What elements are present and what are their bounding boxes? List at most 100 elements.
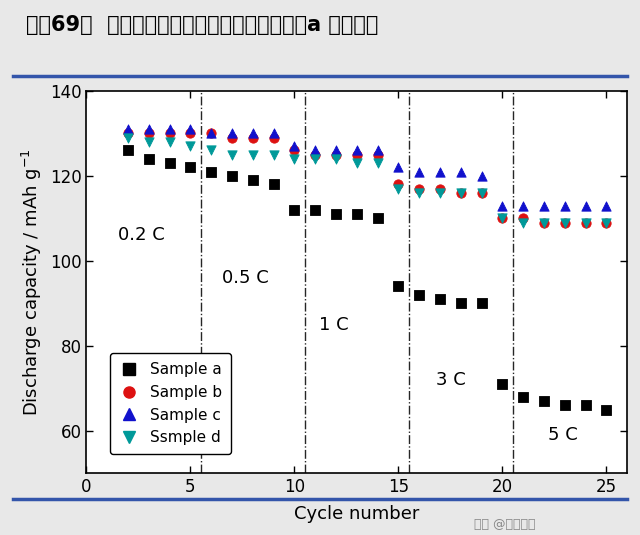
Point (144, 129, 154, 137)
Point (435, 167, 445, 176)
Point (186, 142, 196, 150)
Point (206, 146, 216, 155)
Point (331, 146, 341, 155)
Point (144, 137, 154, 146)
Point (227, 129, 237, 137)
Point (289, 155, 300, 163)
Point (497, 214, 508, 223)
Point (352, 210, 362, 218)
Point (248, 150, 258, 159)
Point (394, 163, 404, 172)
Point (477, 299, 487, 308)
Point (560, 401, 570, 410)
Point (310, 205, 321, 214)
Point (289, 146, 300, 155)
Point (539, 201, 549, 210)
Point (144, 125, 154, 133)
Point (414, 291, 424, 299)
Point (372, 150, 383, 159)
Point (518, 393, 529, 401)
Point (123, 133, 133, 142)
Point (206, 129, 216, 137)
Point (269, 180, 279, 189)
Point (164, 125, 175, 133)
X-axis label: Cycle number: Cycle number (294, 505, 419, 523)
Text: 头条 @未来智库: 头条 @未来智库 (474, 518, 535, 531)
Point (269, 129, 279, 137)
Point (144, 155, 154, 163)
Point (310, 150, 321, 159)
Point (331, 150, 341, 159)
Point (186, 163, 196, 172)
Point (518, 214, 529, 223)
Point (602, 218, 612, 227)
Point (539, 218, 549, 227)
Point (497, 201, 508, 210)
Point (560, 201, 570, 210)
Point (394, 282, 404, 291)
Point (269, 133, 279, 142)
Point (372, 159, 383, 167)
Point (560, 218, 570, 227)
Point (164, 159, 175, 167)
Point (186, 129, 196, 137)
Point (580, 401, 591, 410)
Point (394, 180, 404, 189)
Point (497, 380, 508, 388)
Point (248, 176, 258, 185)
Text: 5 C: 5 C (548, 426, 578, 444)
Y-axis label: Discharge capacity / mAh g$^{-1}$: Discharge capacity / mAh g$^{-1}$ (20, 148, 44, 416)
Point (539, 218, 549, 227)
Point (602, 201, 612, 210)
Point (497, 214, 508, 223)
Point (206, 129, 216, 137)
Point (435, 189, 445, 197)
Point (372, 146, 383, 155)
Point (602, 406, 612, 414)
Point (414, 167, 424, 176)
Point (310, 146, 321, 155)
Legend: Sample a, Sample b, Sample c, Ssmple d: Sample a, Sample b, Sample c, Ssmple d (110, 353, 231, 454)
Point (289, 205, 300, 214)
Point (518, 218, 529, 227)
Point (289, 142, 300, 150)
Point (123, 125, 133, 133)
Point (580, 218, 591, 227)
Point (310, 155, 321, 163)
Point (477, 172, 487, 180)
Point (227, 133, 237, 142)
Point (394, 185, 404, 193)
Text: 3 C: 3 C (436, 371, 465, 389)
Point (269, 150, 279, 159)
Point (456, 167, 466, 176)
Point (227, 172, 237, 180)
Point (456, 189, 466, 197)
Point (164, 137, 175, 146)
Point (164, 129, 175, 137)
Text: 0.5 C: 0.5 C (221, 269, 268, 287)
Point (539, 397, 549, 406)
Point (435, 295, 445, 303)
Point (477, 189, 487, 197)
Point (372, 214, 383, 223)
Point (123, 146, 133, 155)
Point (352, 150, 362, 159)
Point (227, 150, 237, 159)
Point (456, 299, 466, 308)
Point (477, 189, 487, 197)
Point (414, 189, 424, 197)
Point (248, 133, 258, 142)
Point (414, 185, 424, 193)
Point (518, 201, 529, 210)
Point (580, 218, 591, 227)
Point (456, 189, 466, 197)
Point (123, 129, 133, 137)
Point (248, 129, 258, 137)
Point (352, 146, 362, 155)
Point (580, 201, 591, 210)
Point (560, 218, 570, 227)
Point (602, 218, 612, 227)
Point (206, 167, 216, 176)
Text: 1 C: 1 C (319, 316, 349, 334)
Point (435, 185, 445, 193)
